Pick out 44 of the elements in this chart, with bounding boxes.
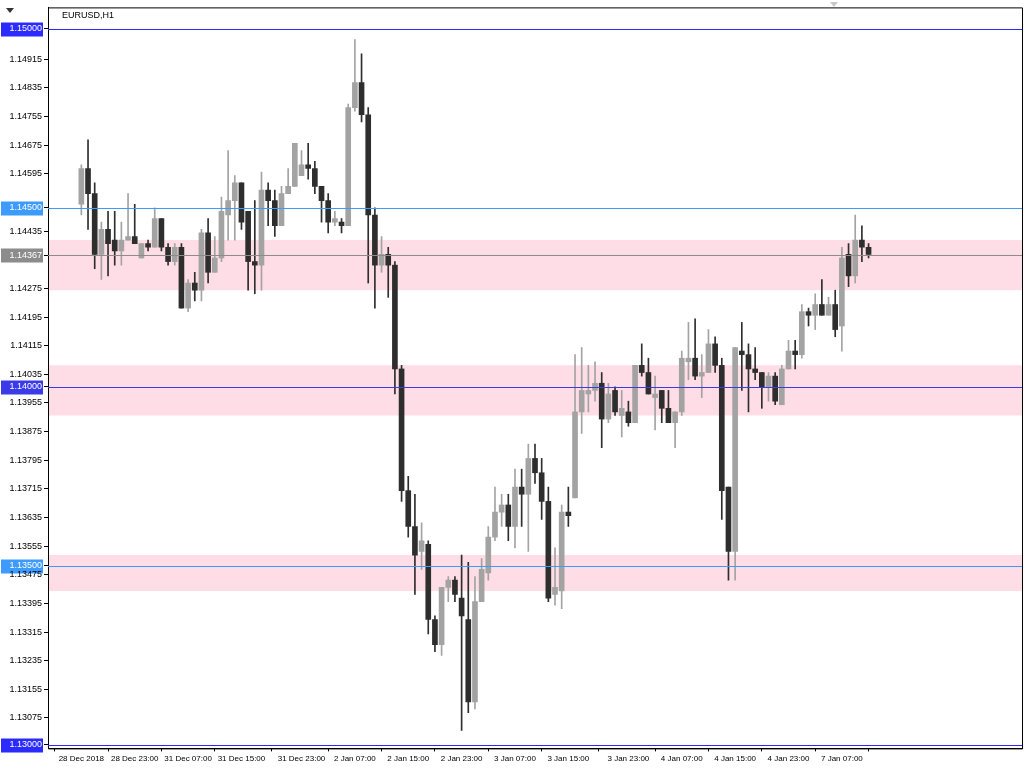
y-tick-label: 1.13875 (9, 426, 42, 437)
y-tick-label: 1.13555 (9, 540, 42, 551)
y-tick-label: 1.14367 (9, 249, 42, 260)
y-tick-label: 1.14195 (9, 311, 42, 322)
x-tick-label: 4 Jan 15:00 (714, 754, 757, 764)
y-tick-label: 1.13395 (9, 597, 42, 608)
x-tick-label: 7 Jan 07:00 (820, 754, 864, 764)
y-tick-label: 1.13235 (9, 655, 42, 666)
x-tick-label: 2 Jan 07:00 (333, 754, 377, 764)
y-tick-label: 1.13795 (9, 454, 42, 465)
candlestick (632, 365, 638, 423)
x-tick-label: 31 Dec 15:00 (217, 754, 266, 764)
y-tick-label: 1.13715 (9, 483, 42, 494)
y-tick-label: 1.14675 (9, 139, 42, 150)
x-tick-label: 31 Dec 23:00 (277, 754, 326, 764)
y-tick-label: 1.14435 (9, 225, 42, 236)
x-tick-label: 2 Jan 23:00 (440, 754, 484, 764)
y-tick-label: 1.14275 (9, 282, 42, 293)
x-tick-label: 3 Jan 07:00 (494, 754, 537, 764)
chart-title: EURUSD,H1 (62, 10, 115, 21)
y-tick-label: 1.14115 (10, 340, 42, 351)
y-tick-label: 1.13075 (9, 712, 42, 723)
y-tick-label: 1.13000 (9, 739, 42, 750)
y-tick-label: 1.14035 (9, 368, 42, 379)
x-tick-label: 28 Dec 2018 (58, 754, 105, 764)
x-tick-label: 28 Dec 23:00 (110, 754, 160, 764)
y-tick-label: 1.14000 (9, 381, 42, 392)
y-tick-label: 1.14755 (9, 111, 42, 122)
y-tick-label: 1.15000 (9, 23, 42, 34)
x-tick-label: 4 Jan 23:00 (767, 754, 810, 764)
y-tick-label: 1.14835 (9, 82, 42, 93)
y-tick-label: 1.13155 (9, 683, 42, 694)
y-tick-label: 1.14595 (9, 168, 42, 179)
y-tick-label: 1.13955 (9, 397, 42, 408)
x-tick-label: 31 Dec 07:00 (164, 754, 213, 764)
x-tick-label: 3 Jan 15:00 (547, 754, 590, 764)
y-tick-label: 1.13315 (9, 626, 42, 637)
x-tick-label: 3 Jan 23:00 (607, 754, 650, 764)
x-tick-label: 4 Jan 07:00 (660, 754, 704, 764)
y-tick-label: 1.14915 (9, 53, 42, 64)
y-tick-label: 1.14500 (9, 202, 42, 213)
y-tick-label: 1.13500 (9, 560, 42, 571)
x-tick-label: 2 Jan 15:00 (387, 754, 430, 764)
y-tick-label: 1.13635 (9, 511, 42, 522)
